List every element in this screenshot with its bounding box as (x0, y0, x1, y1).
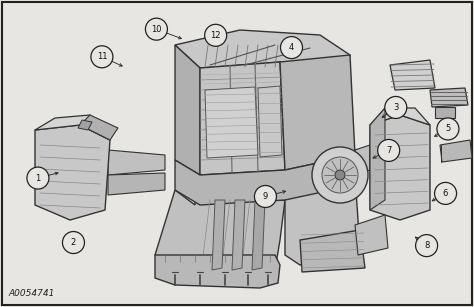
Polygon shape (370, 108, 430, 125)
Polygon shape (78, 120, 92, 130)
Polygon shape (390, 60, 435, 90)
Text: 8: 8 (424, 241, 429, 250)
Polygon shape (108, 150, 165, 175)
Circle shape (312, 147, 368, 203)
Circle shape (27, 167, 49, 189)
Polygon shape (35, 115, 110, 140)
Polygon shape (175, 155, 355, 205)
Circle shape (63, 231, 84, 254)
Polygon shape (35, 125, 110, 220)
Polygon shape (430, 88, 468, 107)
Circle shape (91, 46, 113, 68)
Circle shape (378, 139, 400, 161)
Polygon shape (80, 115, 118, 140)
Text: A0054741: A0054741 (8, 289, 55, 298)
Polygon shape (108, 173, 165, 195)
Text: 5: 5 (445, 124, 451, 134)
Polygon shape (252, 200, 265, 270)
Text: 12: 12 (210, 31, 221, 40)
Polygon shape (212, 200, 225, 270)
Text: 9: 9 (263, 192, 268, 201)
Polygon shape (175, 30, 350, 75)
Polygon shape (355, 215, 388, 255)
Polygon shape (200, 62, 285, 175)
Text: 10: 10 (151, 25, 162, 34)
Polygon shape (370, 115, 430, 220)
Polygon shape (280, 55, 355, 170)
Circle shape (322, 157, 358, 193)
Text: 11: 11 (97, 52, 107, 61)
Circle shape (281, 37, 302, 59)
Polygon shape (300, 230, 365, 272)
Polygon shape (155, 190, 285, 285)
Polygon shape (285, 175, 360, 265)
Text: 3: 3 (393, 103, 399, 112)
Polygon shape (440, 140, 472, 162)
Polygon shape (355, 145, 370, 175)
Circle shape (255, 185, 276, 208)
Text: 1: 1 (35, 173, 41, 183)
Polygon shape (370, 108, 385, 210)
Circle shape (437, 118, 459, 140)
Polygon shape (232, 200, 245, 270)
Text: 7: 7 (386, 146, 392, 155)
Text: 4: 4 (289, 43, 294, 52)
Polygon shape (155, 255, 280, 288)
Circle shape (435, 182, 456, 204)
Polygon shape (258, 86, 282, 157)
Circle shape (205, 24, 227, 46)
Polygon shape (175, 45, 200, 175)
Circle shape (335, 170, 345, 180)
Circle shape (416, 235, 438, 257)
Text: 2: 2 (71, 238, 76, 247)
Polygon shape (205, 87, 258, 158)
Circle shape (146, 18, 167, 40)
Text: 6: 6 (443, 189, 448, 198)
Circle shape (385, 96, 407, 119)
FancyBboxPatch shape (2, 2, 472, 305)
Polygon shape (435, 107, 455, 118)
